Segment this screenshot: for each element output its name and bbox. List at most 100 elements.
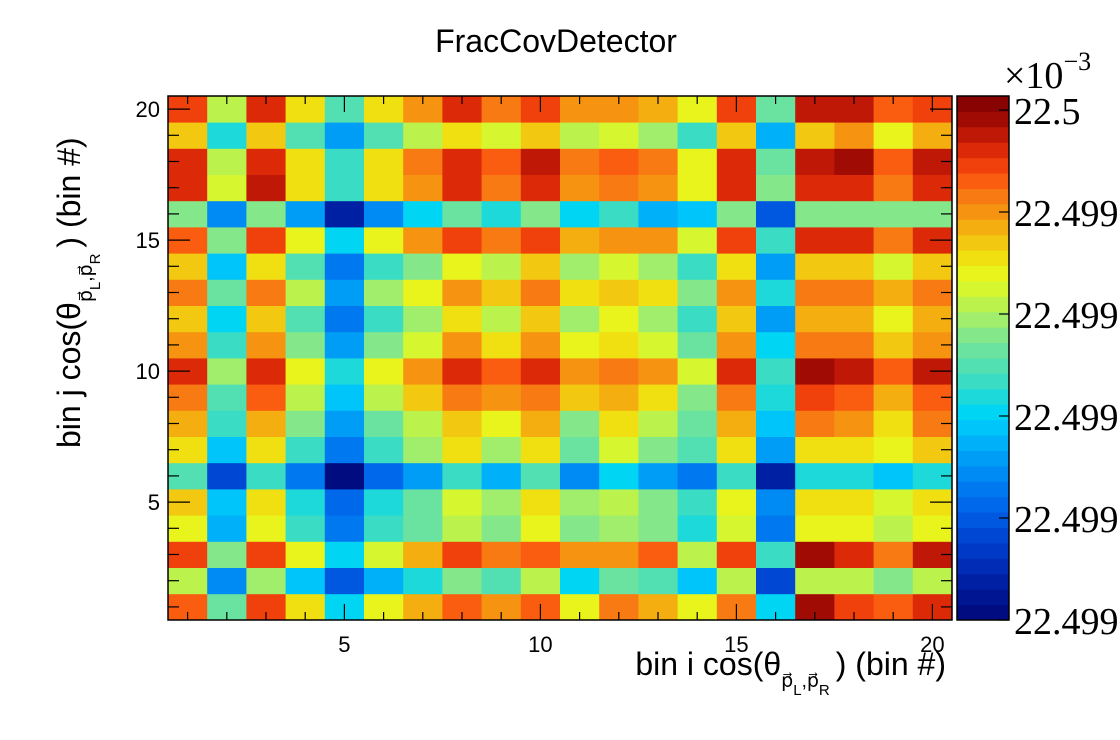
colorbar-tick-label: 22.499 xyxy=(1014,295,1119,337)
heatmap-cell xyxy=(403,567,443,595)
heatmap-cell xyxy=(677,174,718,202)
heatmap-cell xyxy=(403,305,443,333)
heatmap-cell xyxy=(599,436,639,464)
heatmap-cell xyxy=(246,122,286,149)
heatmap-cell xyxy=(677,489,718,516)
heatmap-cell xyxy=(520,515,561,542)
colorbar-band xyxy=(957,558,1009,575)
heatmap-cell xyxy=(638,489,678,516)
x-axis-title-sub-r: R xyxy=(819,682,830,699)
heatmap-cell xyxy=(677,436,718,464)
heatmap-cell xyxy=(795,305,835,333)
colorbar-band xyxy=(957,203,1009,220)
heatmap-cell xyxy=(795,122,835,149)
heatmap-cell xyxy=(756,174,796,202)
heatmap-cell xyxy=(834,279,874,306)
heatmap-cell xyxy=(834,227,874,254)
heatmap-cell xyxy=(442,567,482,595)
heatmap-cell xyxy=(560,462,600,490)
x-axis-title-comma: , xyxy=(802,671,807,692)
heatmap-cell xyxy=(285,567,326,595)
y-axis-title-subscript-2: p⃗ xyxy=(76,264,97,276)
heatmap-cell xyxy=(520,279,561,306)
heatmap-cell xyxy=(207,567,247,595)
heatmap-cell xyxy=(364,436,404,464)
colorbar-band xyxy=(957,589,1009,606)
heatmap-cell xyxy=(207,462,247,490)
heatmap-cell xyxy=(481,358,522,385)
heatmap-cell xyxy=(599,358,639,385)
heatmap-cell xyxy=(364,515,404,542)
heatmap-cell xyxy=(403,384,443,411)
heatmap-cell xyxy=(364,305,404,333)
heatmap-cell xyxy=(795,253,835,280)
colorbar-band xyxy=(957,465,1009,482)
heatmap-cell xyxy=(285,227,326,254)
heatmap-cell xyxy=(520,358,561,385)
heatmap-cell xyxy=(246,462,286,490)
heatmap-cell xyxy=(756,200,796,228)
heatmap-cell xyxy=(207,122,247,149)
heatmap-cell xyxy=(285,384,326,411)
colorbar-multiplier-base: ×10 xyxy=(1004,55,1063,97)
heatmap-cell xyxy=(834,410,874,437)
heatmap-cell xyxy=(520,541,561,568)
x-axis-title-suffix: ) (bin #) xyxy=(836,646,946,682)
heatmap-cell xyxy=(207,200,247,228)
heatmap-cell xyxy=(756,567,796,595)
heatmap-cell xyxy=(834,541,874,568)
heatmap-cell xyxy=(246,253,286,280)
heatmap-cell xyxy=(716,410,757,437)
heatmap-cell xyxy=(599,462,639,490)
heatmap-cell xyxy=(677,384,718,411)
heatmap-cell xyxy=(246,148,286,175)
heatmap-cell xyxy=(481,462,522,490)
heatmap-cell xyxy=(677,331,718,359)
colorbar-band xyxy=(957,311,1009,328)
heatmap-cell xyxy=(324,174,365,202)
heatmap-cell xyxy=(207,384,247,411)
heatmap-cell xyxy=(442,541,482,568)
heatmap-cell xyxy=(677,148,718,175)
heatmap-cell xyxy=(442,331,482,359)
heatmap-cell xyxy=(599,489,639,516)
heatmap-cell xyxy=(716,227,757,254)
heatmap-cell xyxy=(795,515,835,542)
colorbar-band xyxy=(957,342,1009,359)
x-axis-title: bin i cos(θp⃗L,p⃗R) (bin #) xyxy=(635,646,946,699)
heatmap-cell xyxy=(364,541,404,568)
heatmap-cell xyxy=(324,279,365,306)
heatmap-cell xyxy=(638,227,678,254)
heatmap-cell xyxy=(599,200,639,228)
heatmap-cell xyxy=(481,279,522,306)
heatmap-cell xyxy=(520,148,561,175)
heatmap-cell xyxy=(364,567,404,595)
svg-text:bin j cos(θp⃗L,p⃗R) (bin #): bin j cos(θp⃗L,p⃗R) (bin #) xyxy=(51,137,104,448)
heatmap-cell xyxy=(442,148,482,175)
heatmap-cell xyxy=(677,279,718,306)
heatmap-cell xyxy=(873,253,914,280)
colorbar-band xyxy=(957,96,1009,112)
heatmap-cell xyxy=(246,384,286,411)
heatmap-cell xyxy=(285,462,326,490)
colorbar-band xyxy=(957,173,1009,189)
heatmap-cell xyxy=(246,174,286,202)
heatmap-cell xyxy=(520,489,561,516)
heatmap-cell xyxy=(560,253,600,280)
heatmap-cell xyxy=(324,122,365,149)
heatmap-cell xyxy=(285,489,326,516)
heatmap-cell xyxy=(403,515,443,542)
heatmap-cell xyxy=(285,279,326,306)
heatmap-cell xyxy=(756,331,796,359)
heatmap-cell xyxy=(873,305,914,333)
heatmap-cell xyxy=(481,541,522,568)
heatmap-cell xyxy=(246,331,286,359)
heatmap-cell xyxy=(599,279,639,306)
heatmap-cell xyxy=(285,515,326,542)
heatmap-cell xyxy=(638,148,678,175)
heatmap-cell xyxy=(207,148,247,175)
heatmap-cell xyxy=(716,253,757,280)
y-axis-title-sub-r: R xyxy=(87,253,104,264)
heatmap-cell xyxy=(873,331,914,359)
